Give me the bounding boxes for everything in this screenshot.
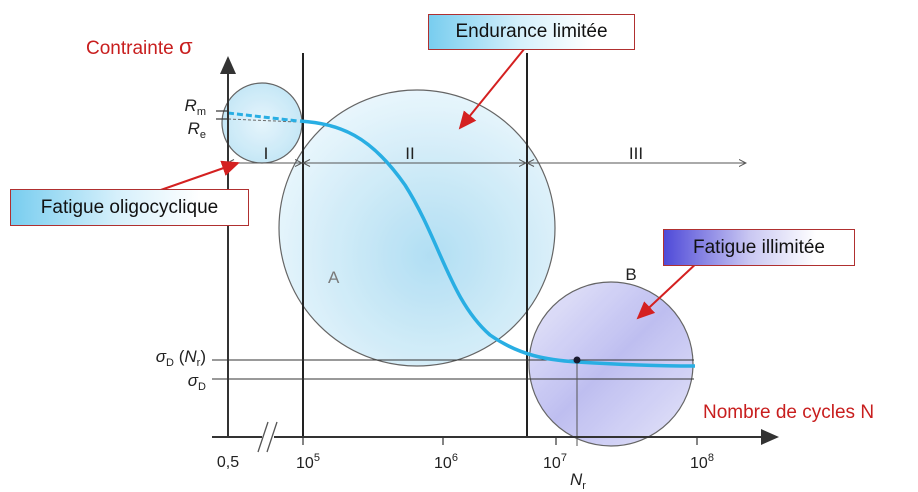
callout-fatigue-oligocyclique: Fatigue oligocyclique — [10, 189, 249, 226]
arrow-oligocyclic — [154, 160, 240, 193]
x-label-1e5: 105 — [296, 452, 320, 472]
x-label-1e7: 107 — [543, 452, 567, 472]
y-label-sigma-d: σD — [188, 371, 206, 393]
region-label-ii: II — [405, 144, 414, 163]
arrow-illimitee — [636, 259, 701, 320]
x-label-0-5: 0,5 — [217, 454, 239, 471]
y-label-rm: Rm — [185, 96, 206, 118]
y-axis-title-symbol: σ — [178, 34, 193, 59]
x-label-1e8: 108 — [690, 452, 714, 472]
arrow-endurance — [458, 47, 526, 130]
rm-dashed-curve — [227, 111, 299, 123]
y-label-sigma-d-nr: σD (Nr) — [156, 347, 206, 369]
circle-label-a: A — [328, 268, 340, 287]
circle-oligocyclic — [221, 82, 303, 164]
circle-label-b: B — [625, 265, 636, 284]
y-axis-title-text: Contrainte — [86, 38, 174, 59]
x-axis-title: Nombre de cycles N — [703, 402, 875, 423]
y-axis-title: Contrainte σ — [86, 34, 193, 60]
nr-point — [573, 356, 581, 364]
region-label-iii: III — [629, 144, 643, 163]
axis-break-mark-1 — [257, 421, 269, 453]
circle-a — [278, 89, 556, 367]
x-label-nr: Nr — [570, 470, 586, 492]
callout-fatigue-illimitee: Fatigue illimitée — [663, 229, 855, 266]
re-dashed-line — [227, 118, 299, 123]
region-label-i: I — [264, 144, 269, 163]
axis-break-mark-2 — [266, 421, 278, 453]
wohler-curve — [299, 119, 696, 368]
y-label-re: Re — [188, 119, 206, 141]
callout-endurance-limitee: Endurance limitée — [428, 14, 635, 50]
x-label-1e6: 106 — [434, 452, 458, 472]
